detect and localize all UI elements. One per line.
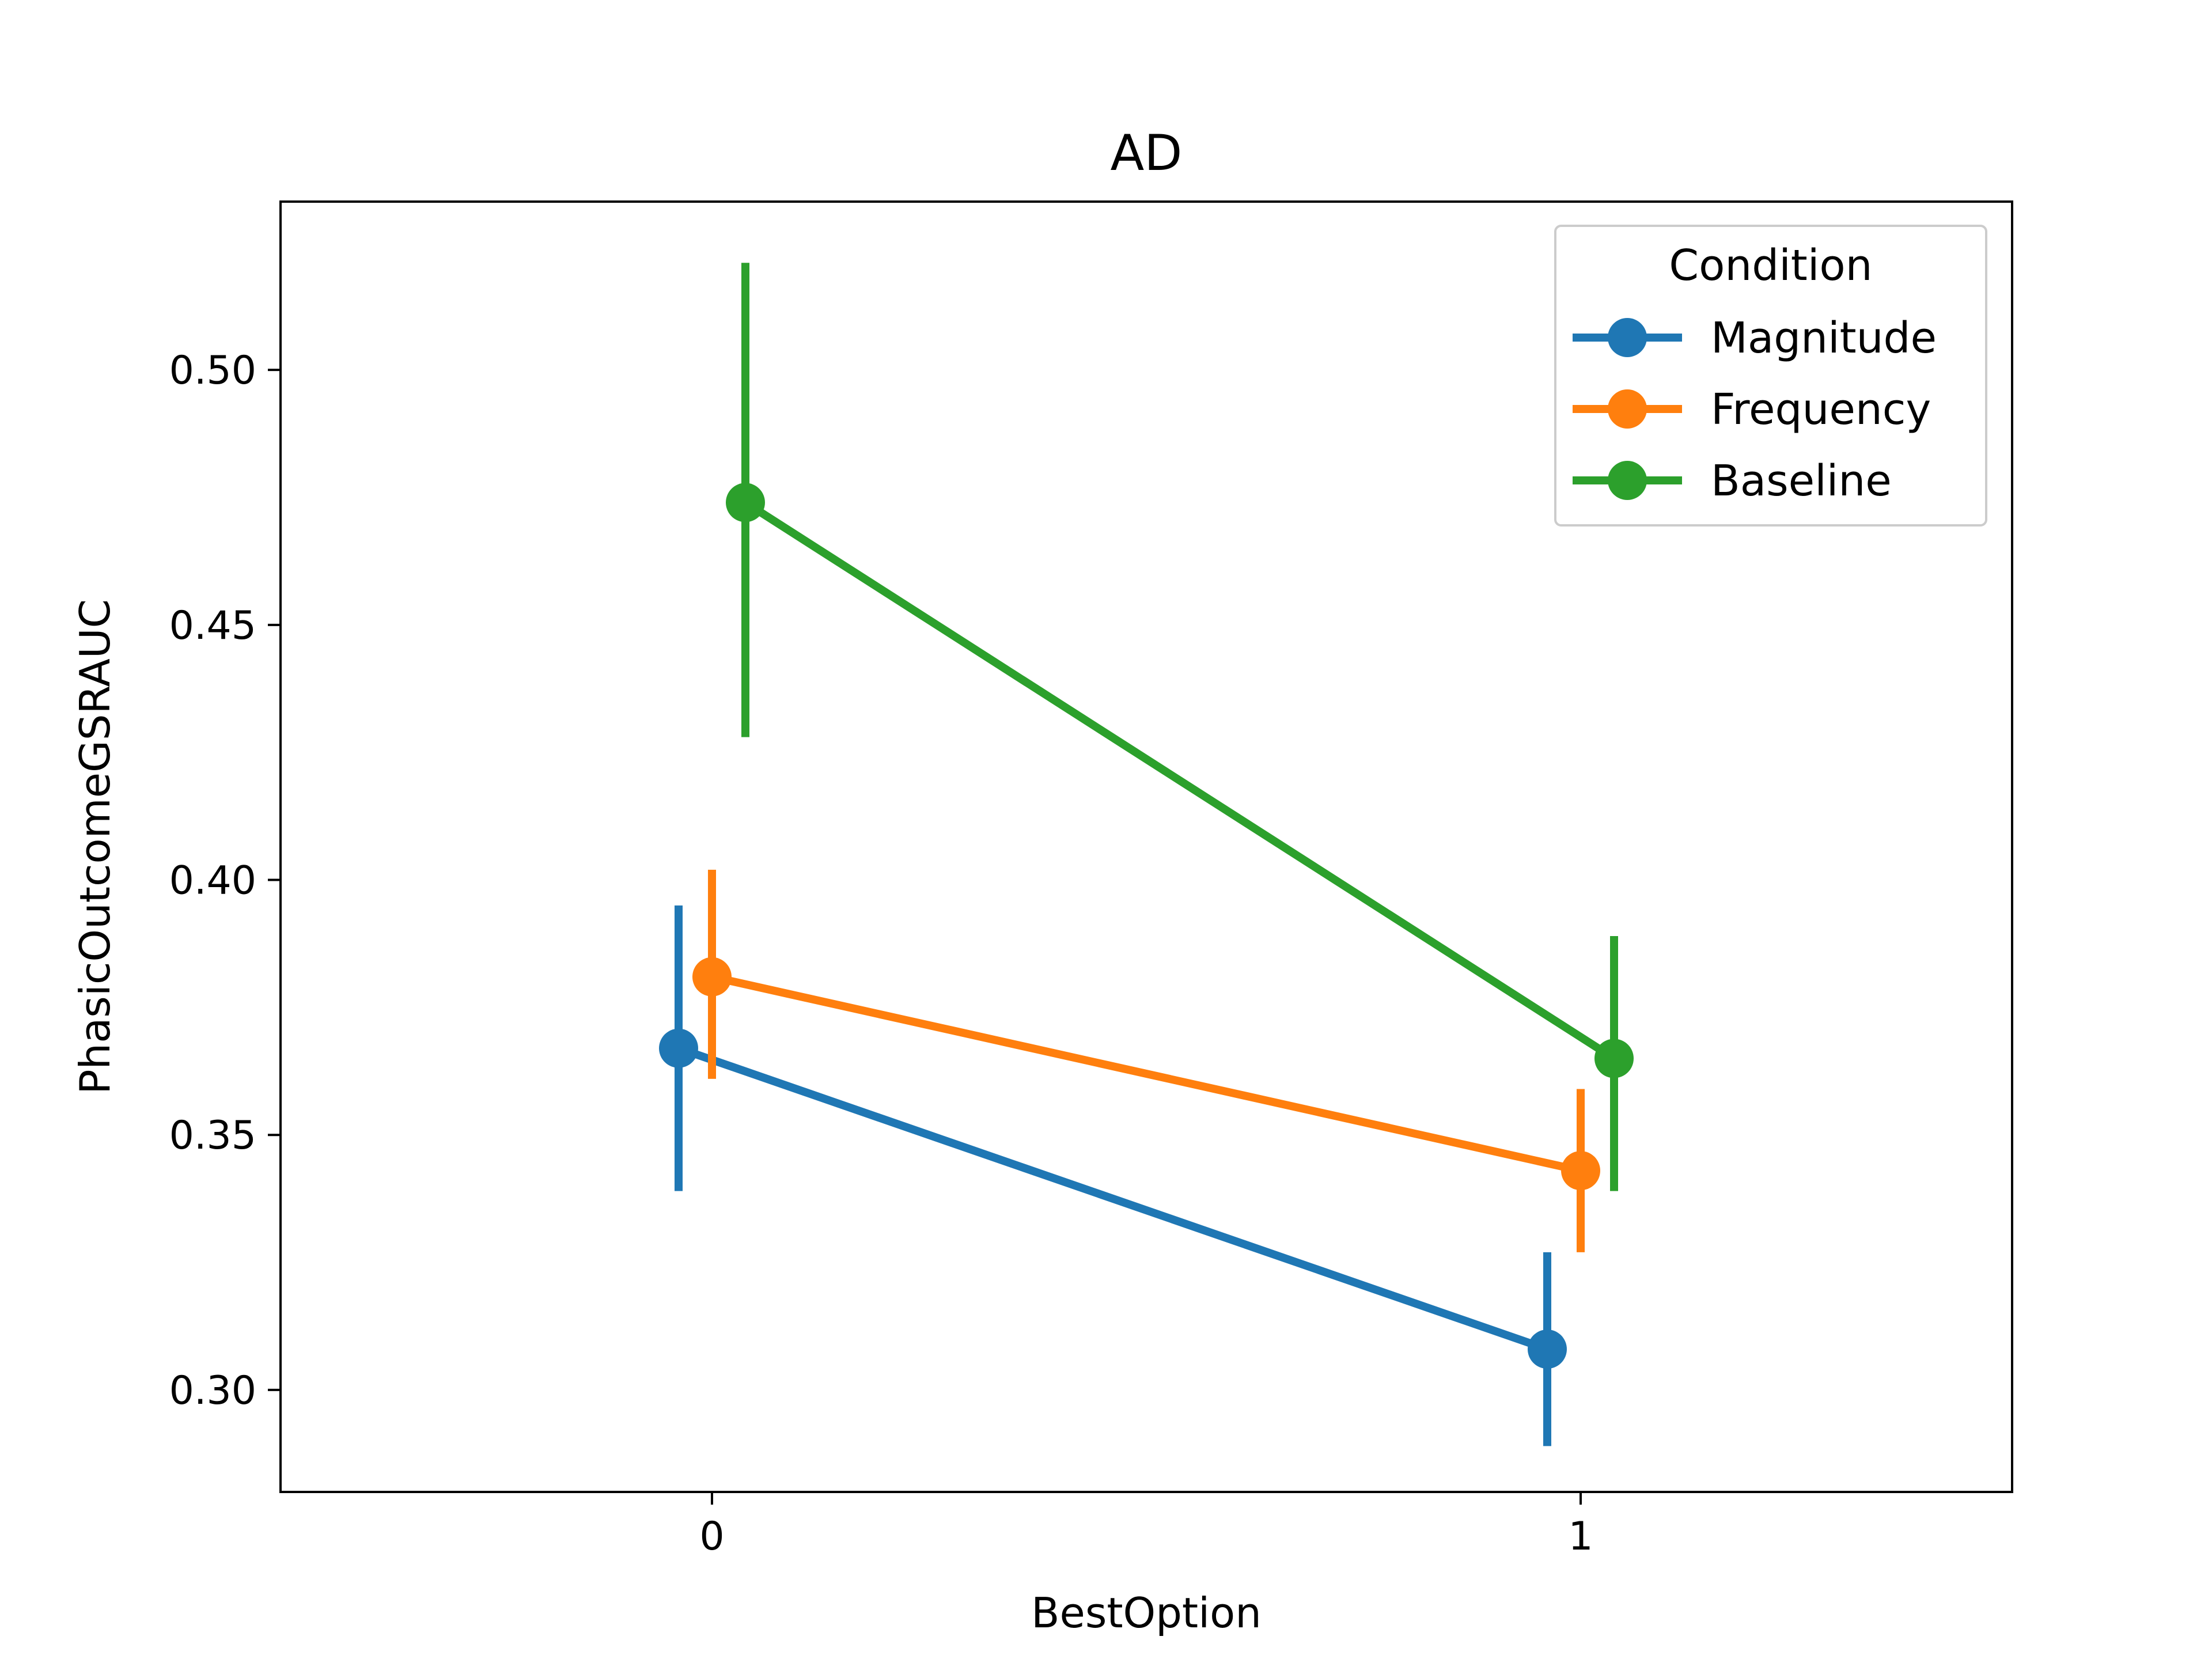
chart-title: AD xyxy=(1110,124,1182,182)
legend: Condition Magnitude Frequency Baseline xyxy=(1554,225,1987,527)
x-axis-label: BestOption xyxy=(1031,1589,1262,1637)
legend-label-frequency: Frequency xyxy=(1711,385,1931,434)
legend-label-magnitude: Magnitude xyxy=(1711,313,1937,363)
y-axis: 0.30 0.35 0.40 0.45 0.50 xyxy=(169,348,281,1414)
x-tick-label: 0 xyxy=(699,1514,724,1559)
legend-label-baseline: Baseline xyxy=(1711,456,1892,506)
legend-entries: Magnitude Frequency Baseline xyxy=(1573,313,1937,506)
data-point-frequency xyxy=(692,957,732,997)
y-tick-label: 0.40 xyxy=(169,858,256,904)
legend-marker-magnitude xyxy=(1608,318,1647,357)
series-line-magnitude xyxy=(677,1044,1549,1353)
legend-frame xyxy=(1554,225,1987,527)
series-magnitude xyxy=(659,905,1567,1446)
y-axis-label: PhasicOutcomeGSRAUC xyxy=(71,599,119,1094)
series-line-baseline xyxy=(743,499,1616,1062)
data-point-frequency xyxy=(1561,1151,1600,1191)
y-tick-label: 0.45 xyxy=(169,603,256,649)
series-frequency xyxy=(692,869,1600,1252)
y-tick-label: 0.50 xyxy=(169,348,256,393)
plot-area xyxy=(279,200,2013,1493)
series-layer xyxy=(659,263,1634,1446)
data-point-magnitude xyxy=(659,1028,698,1068)
series-baseline xyxy=(726,263,1634,1191)
legend-marker-baseline xyxy=(1608,461,1647,500)
y-tick-label: 0.35 xyxy=(169,1113,256,1158)
legend-marker-frequency xyxy=(1608,389,1647,429)
series-line-frequency xyxy=(711,972,1582,1175)
y-tick-label: 0.30 xyxy=(169,1368,256,1414)
x-tick-label: 1 xyxy=(1568,1514,1593,1559)
data-point-magnitude xyxy=(1528,1330,1567,1369)
legend-title: Condition xyxy=(1669,241,1872,290)
data-point-baseline xyxy=(726,483,765,522)
axes-frame xyxy=(279,200,2013,1493)
data-point-baseline xyxy=(1594,1039,1634,1078)
